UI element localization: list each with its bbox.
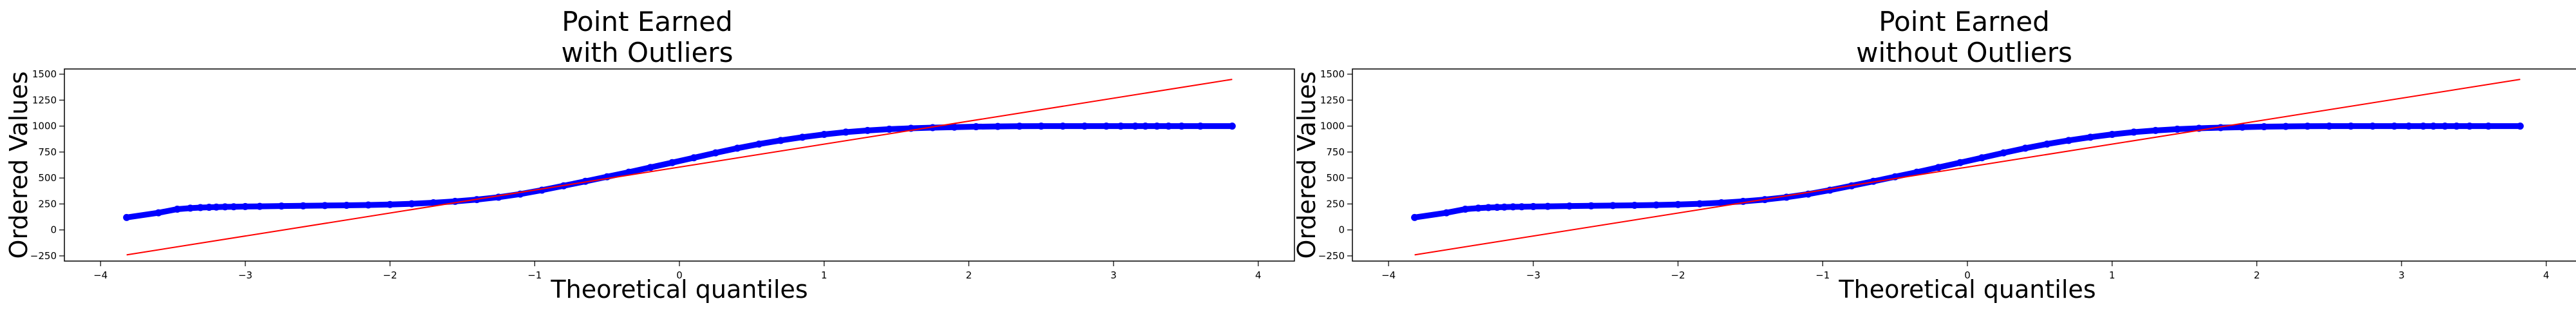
data-point-band bbox=[1412, 123, 2523, 220]
reference-line bbox=[1414, 79, 2521, 256]
x-tick-label: −4 bbox=[1381, 269, 1396, 281]
y-tick-label: 500 bbox=[1326, 172, 1345, 184]
x-tick-label: −2 bbox=[383, 269, 397, 281]
x-tick-label: −3 bbox=[1526, 269, 1540, 281]
x-tick-label: 2 bbox=[2254, 269, 2260, 281]
x-tick-label: 4 bbox=[2543, 269, 2550, 281]
x-tick-label: 1 bbox=[2109, 269, 2116, 281]
y-tick-label: −250 bbox=[30, 250, 57, 262]
qq-plot-panel-without-outliers: Point Earned without Outliers Theoretica… bbox=[1293, 6, 2576, 304]
x-tick-label: −2 bbox=[1671, 269, 1685, 281]
x-tick-label: 0 bbox=[676, 269, 683, 281]
x-tick-label: 0 bbox=[1964, 269, 1971, 281]
y-tick-label: 1500 bbox=[32, 68, 57, 80]
x-tick-label: −1 bbox=[1815, 269, 1830, 281]
y-axis-label: Ordered Values bbox=[5, 72, 33, 259]
x-axis-label: Theoretical quantiles bbox=[550, 275, 808, 304]
y-tick-label: 1000 bbox=[1320, 121, 1345, 132]
y-tick-label: 750 bbox=[1326, 146, 1345, 158]
chart-title-line-2: with Outliers bbox=[562, 37, 734, 68]
chart-title-line-2: without Outliers bbox=[1856, 37, 2072, 68]
x-tick-label: 3 bbox=[1110, 269, 1117, 281]
y-tick-label: 1250 bbox=[32, 94, 57, 106]
y-tick-label: 1250 bbox=[1320, 94, 1345, 106]
y-tick-label: 1500 bbox=[1320, 68, 1345, 80]
y-tick-label: 0 bbox=[1338, 224, 1345, 236]
qq-plot-panel-with-outliers: Point Earned with Outliers Theoretical q… bbox=[5, 6, 1295, 304]
chart-title-line-1: Point Earned bbox=[562, 6, 733, 37]
x-tick-label: 1 bbox=[821, 269, 828, 281]
chart-title-line-1: Point Earned bbox=[1879, 6, 2050, 37]
y-tick-label: 500 bbox=[38, 172, 57, 184]
y-tick-label: 1000 bbox=[32, 121, 57, 132]
plot-area bbox=[1352, 68, 2576, 262]
plot-area bbox=[64, 68, 1295, 262]
y-tick-label: 250 bbox=[38, 198, 57, 210]
y-tick-label: 0 bbox=[50, 224, 57, 236]
y-tick-label: 750 bbox=[38, 146, 57, 158]
y-tick-label: −250 bbox=[1318, 250, 1345, 262]
x-tick-label: 2 bbox=[966, 269, 972, 281]
data-point-band bbox=[124, 123, 1235, 220]
x-tick-label: −1 bbox=[527, 269, 542, 281]
x-axis-label: Theoretical quantiles bbox=[1838, 275, 2096, 304]
x-tick-label: 3 bbox=[2398, 269, 2405, 281]
reference-line bbox=[126, 79, 1233, 256]
y-tick-label: 250 bbox=[1326, 198, 1345, 210]
y-axis-label: Ordered Values bbox=[1293, 72, 1321, 259]
x-tick-label: −4 bbox=[93, 269, 108, 281]
x-tick-label: 4 bbox=[1255, 269, 1262, 281]
x-tick-label: −3 bbox=[238, 269, 252, 281]
